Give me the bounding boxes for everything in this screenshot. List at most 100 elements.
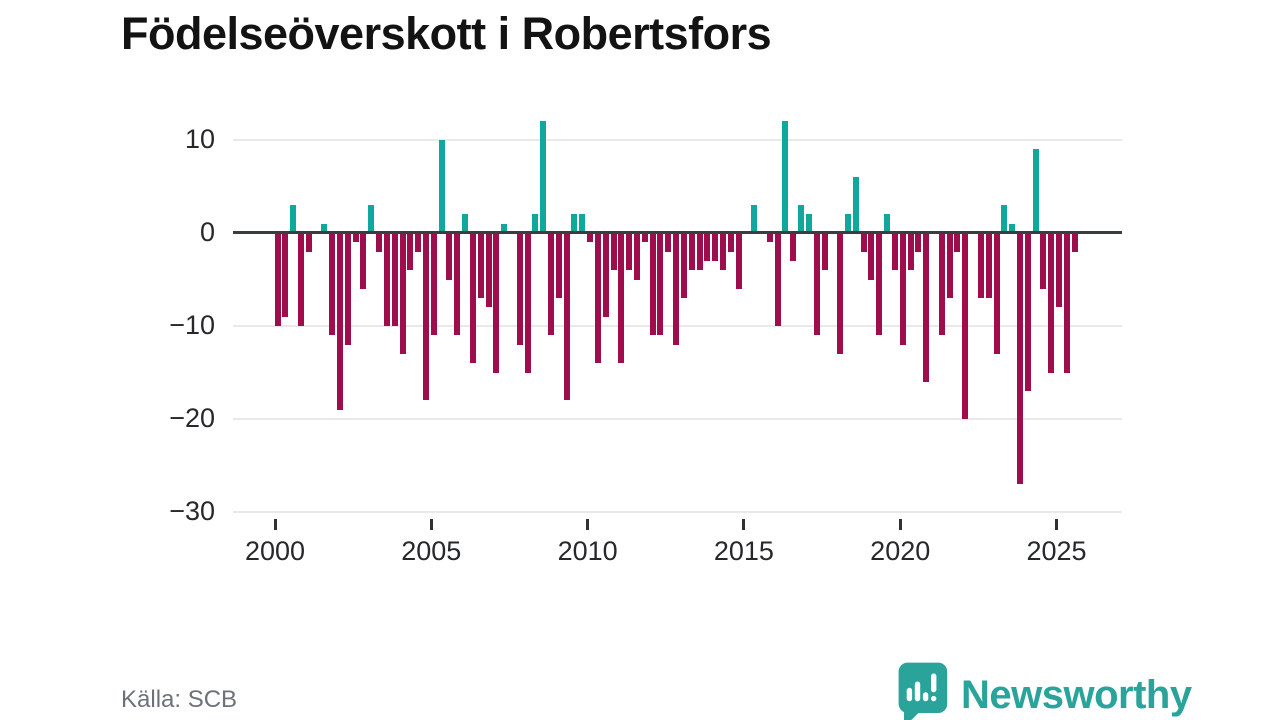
bar-negative (485, 233, 492, 308)
bar-negative (938, 233, 945, 336)
bar-negative (634, 233, 640, 280)
bar-negative (876, 233, 883, 336)
zero-axis-line (233, 231, 1122, 234)
bar-positive (501, 223, 508, 233)
bar-positive (540, 121, 547, 233)
bar-negative (344, 233, 351, 345)
bar-positive (571, 214, 578, 233)
bar-negative (610, 233, 617, 271)
bar-negative (1016, 233, 1023, 485)
x-tick-label: 2020 (870, 536, 931, 566)
newsworthy-logo: Newsworthy (895, 660, 1192, 720)
bar-negative (376, 233, 383, 252)
bar-positive (1032, 149, 1039, 233)
x-tick-mark (273, 519, 277, 530)
bar-negative (329, 233, 336, 336)
bar-positive (884, 214, 891, 233)
y-tick-label: −30 (169, 496, 215, 526)
y-tick-label: −10 (169, 310, 215, 340)
bar-negative (274, 233, 281, 326)
bar-negative (680, 233, 687, 299)
x-tick-mark (742, 519, 746, 530)
gridline (233, 511, 1122, 513)
bar-positive (782, 121, 789, 233)
bar-negative (821, 233, 828, 271)
bar-negative (446, 233, 453, 280)
bar-negative (524, 233, 531, 373)
bar-positive (532, 214, 539, 233)
bar-negative (305, 233, 312, 252)
bar-positive (579, 214, 586, 233)
bar-positive (368, 205, 375, 233)
bar-negative (899, 233, 906, 345)
bar-negative (282, 233, 289, 317)
bar-negative (696, 233, 703, 271)
bar-negative (391, 233, 398, 326)
bar-negative (688, 233, 695, 271)
bar-positive (805, 214, 812, 233)
source-label: Källa: SCB (121, 686, 238, 713)
bar-negative (1024, 233, 1031, 392)
bar-negative (954, 233, 961, 252)
bar-negative (641, 233, 648, 243)
x-tick-label: 2015 (713, 536, 774, 566)
bar-positive (751, 205, 758, 233)
x-tick-mark (1055, 519, 1059, 530)
bar-negative (1063, 233, 1070, 373)
bar-positive (462, 214, 469, 233)
bar-negative (415, 233, 422, 252)
bar-positive (1009, 223, 1016, 233)
bar-negative (360, 233, 367, 289)
bar-negative (673, 233, 680, 345)
bar-negative (946, 233, 953, 299)
bar-negative (891, 233, 898, 271)
bar-negative (915, 233, 922, 252)
gridline (233, 139, 1122, 141)
bar-positive (852, 177, 859, 233)
x-tick-label: 2010 (557, 536, 618, 566)
y-tick-label: −20 (169, 403, 215, 433)
bar-negative (516, 233, 523, 345)
bar-negative (1048, 233, 1055, 373)
bar-negative (469, 233, 476, 364)
bar-positive (798, 205, 805, 233)
bar-negative (594, 233, 601, 364)
bar-negative (712, 233, 719, 261)
x-tick-mark (429, 519, 433, 530)
bar-negative (407, 233, 414, 271)
bar-negative (454, 233, 461, 336)
bar-negative (790, 233, 797, 261)
x-tick-label: 2005 (401, 536, 462, 566)
bar-negative (704, 233, 711, 261)
bar-negative (860, 233, 867, 252)
bar-negative (923, 233, 930, 382)
bar-negative (985, 233, 992, 299)
bar-negative (657, 233, 664, 336)
bar-negative (602, 233, 609, 317)
bar-positive (845, 214, 852, 233)
logo-bar-1 (906, 687, 913, 702)
bar-negative (352, 233, 359, 243)
logo-bar-2 (914, 681, 921, 702)
newsworthy-wordmark: Newsworthy (961, 672, 1192, 717)
bar-negative (868, 233, 875, 280)
bar-negative (766, 233, 773, 243)
bar-negative (626, 233, 633, 271)
bar-negative (548, 233, 555, 336)
bar-negative (1056, 233, 1063, 308)
gridline (233, 418, 1122, 420)
bar-positive (1001, 205, 1008, 233)
y-tick-label: 0 (199, 217, 215, 247)
plot-area (233, 110, 1122, 513)
bar-negative (727, 233, 734, 252)
bar-positive (290, 205, 297, 233)
bar-negative (493, 233, 500, 373)
logo-exclamation-dot (931, 695, 937, 702)
bar-negative (962, 233, 969, 419)
bar-negative (813, 233, 820, 336)
bar-negative (430, 233, 437, 336)
bar-negative (563, 233, 570, 401)
bar-negative (907, 233, 914, 271)
bar-negative (735, 233, 742, 289)
x-tick-label: 2025 (1026, 536, 1087, 566)
